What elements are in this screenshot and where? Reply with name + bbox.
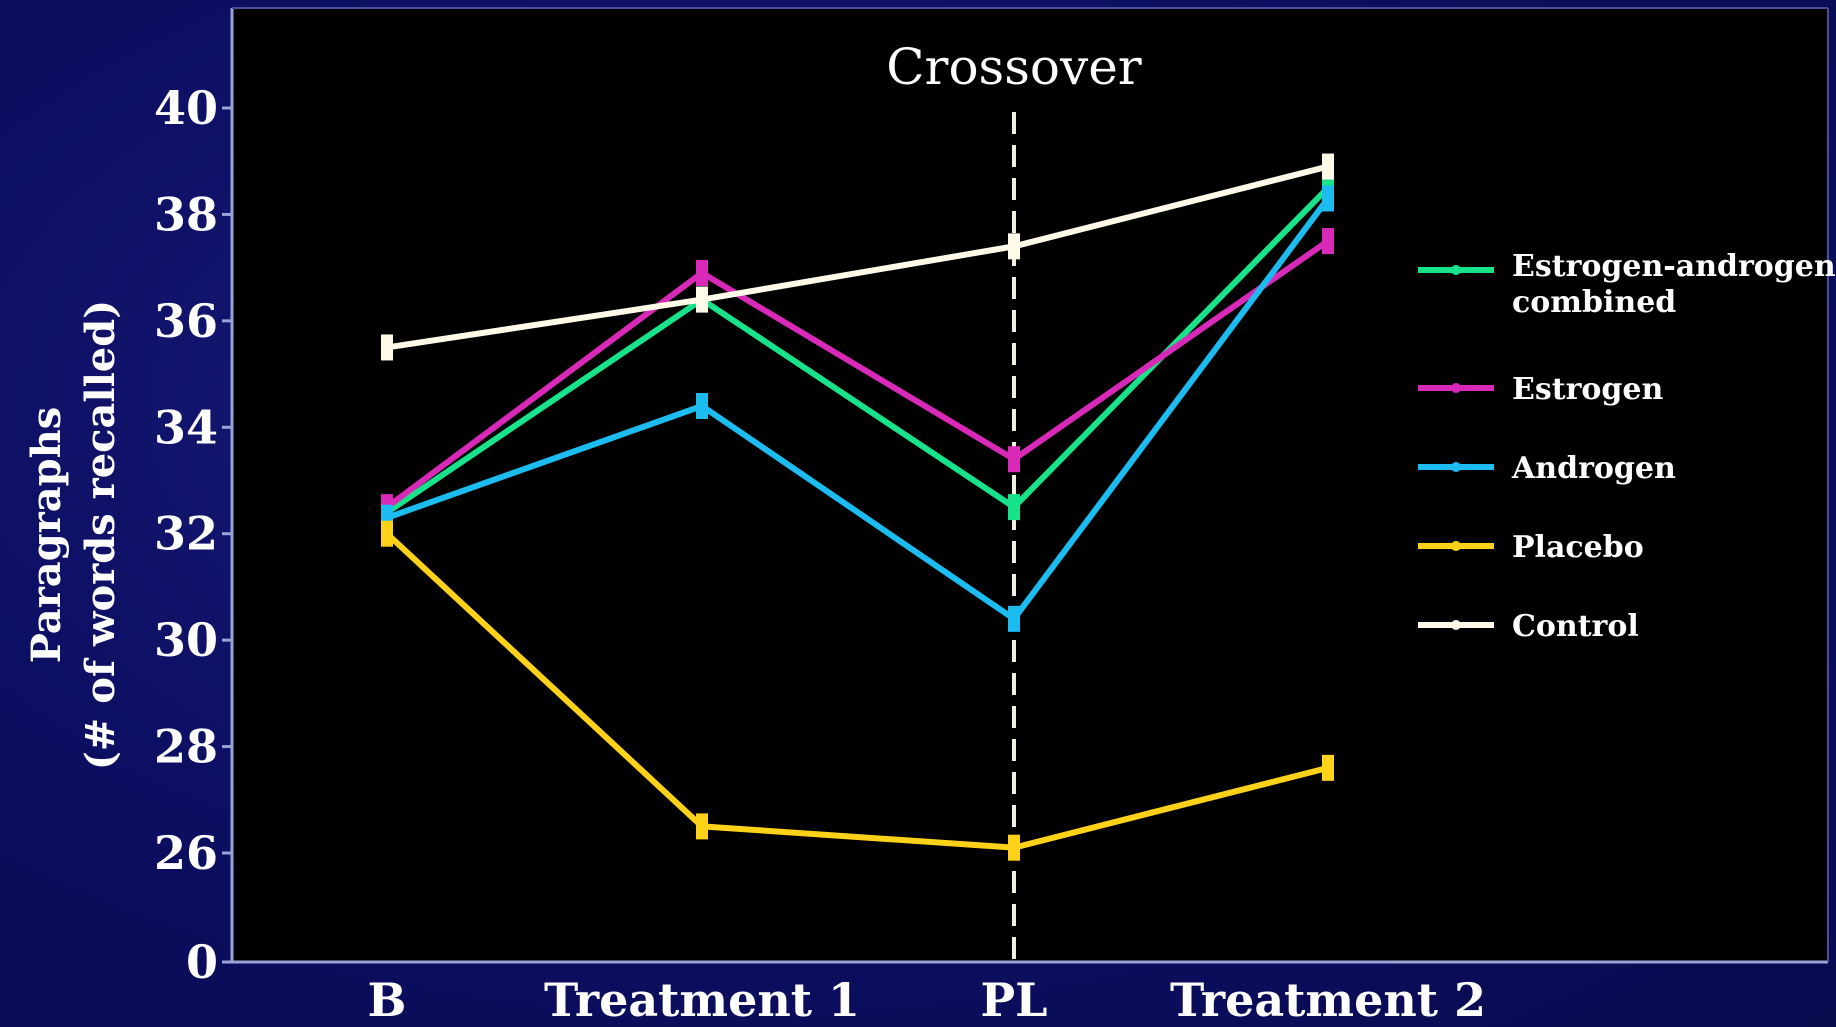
- legend-label: Control: [1512, 609, 1639, 644]
- y-tick-label: 34: [154, 400, 218, 454]
- y-tick-label: 36: [154, 294, 218, 348]
- legend-item-androgen: Androgen: [1418, 451, 1676, 486]
- x-category-label: PL: [981, 973, 1048, 1027]
- y-axis-label-line2: (# of words recalled): [77, 300, 124, 770]
- legend-label: Estrogen: [1512, 372, 1663, 407]
- y-axis-label: Paragraphs (# of words recalled): [23, 300, 124, 770]
- data-point-androgen: [696, 393, 708, 419]
- series-androgen: [381, 185, 1334, 632]
- x-category-label: Treatment 2: [1170, 973, 1486, 1027]
- data-point-estrogen: [1008, 446, 1020, 473]
- x-category-label: B: [368, 973, 407, 1027]
- legend-marker: [1451, 265, 1461, 275]
- data-point-estrogen-androgen-combined: [1008, 494, 1020, 521]
- y-tick-label: 28: [154, 720, 218, 774]
- y-tick-label: 38: [154, 187, 218, 241]
- data-point-placebo: [381, 520, 393, 547]
- legend-marker: [1451, 462, 1461, 472]
- data-point-estrogen: [696, 259, 708, 286]
- legend-label-continued: combined: [1512, 285, 1676, 320]
- legend-marker: [1451, 383, 1461, 393]
- y-tick-label: 26: [154, 826, 218, 880]
- data-point-placebo: [696, 813, 708, 840]
- legend-item-placebo: Placebo: [1418, 530, 1644, 565]
- legend-marker: [1451, 620, 1461, 630]
- legend-item-control: Control: [1418, 609, 1639, 644]
- data-point-control: [1322, 153, 1334, 180]
- legend-label: Estrogen-androgen: [1512, 249, 1836, 284]
- y-tick-label: 40: [154, 81, 218, 135]
- legend-item-estrogen: Estrogen: [1418, 372, 1663, 407]
- series-line-placebo: [384, 530, 1331, 851]
- legend-marker: [1451, 541, 1461, 551]
- legend-label: Androgen: [1511, 451, 1676, 486]
- data-point-androgen: [1322, 185, 1334, 212]
- data-point-placebo: [1322, 754, 1334, 781]
- data-point-estrogen: [1322, 228, 1334, 255]
- series-layer: [381, 153, 1334, 861]
- data-point-control: [1008, 233, 1020, 260]
- x-categories: B Treatment 1 PL Treatment 2: [368, 973, 1486, 1027]
- legend-label: Placebo: [1512, 530, 1644, 565]
- data-point-placebo: [1008, 834, 1020, 861]
- series-line-androgen: [384, 195, 1331, 622]
- plot-area: [232, 8, 1828, 962]
- series-placebo: [381, 520, 1334, 861]
- series-line-control: [384, 163, 1331, 351]
- y-tick-label: 30: [154, 613, 218, 667]
- x-category-label: Treatment 1: [544, 973, 860, 1027]
- series-line-estrogen: [384, 238, 1331, 511]
- data-point-androgen: [1008, 605, 1020, 632]
- y-axis-label-line1: Paragraphs: [23, 407, 70, 663]
- y-tick-label: 32: [154, 507, 218, 561]
- y-ticks: 0 26 28 30 32 34 36 38 40: [154, 81, 232, 989]
- crossover-annotation: Crossover: [886, 38, 1142, 96]
- y-tick-label: 0: [186, 935, 218, 989]
- series-control: [381, 153, 1334, 361]
- data-point-control: [381, 334, 393, 361]
- data-point-control: [696, 286, 708, 313]
